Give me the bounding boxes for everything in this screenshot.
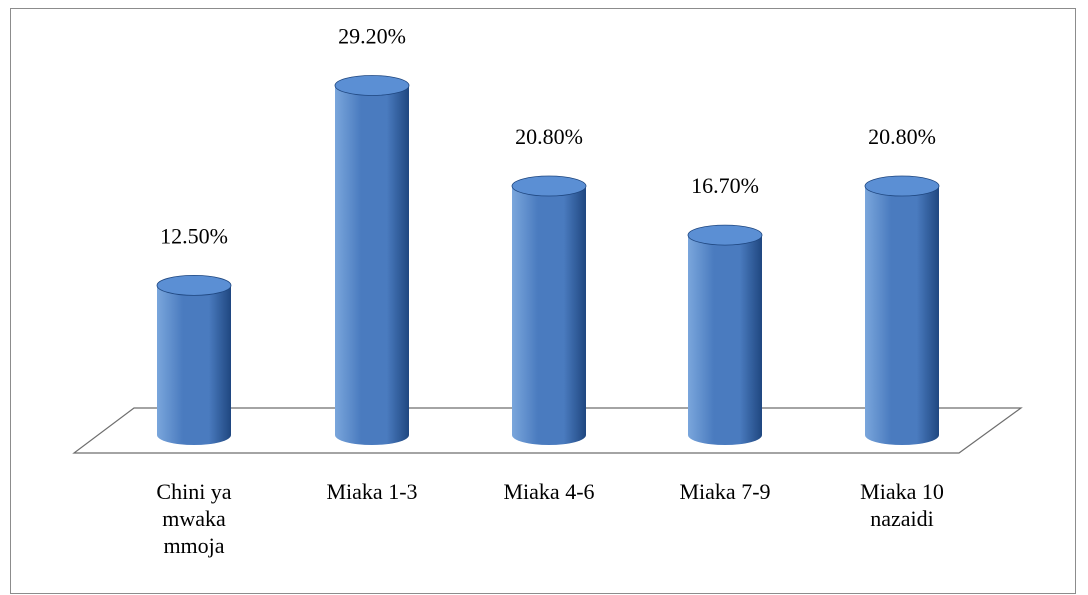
x-tick-label: Chini ya: [156, 479, 231, 504]
chart-frame: 12.50% 29.20% 20.80% 16.70% 20.80% Chini ya m…: [10, 8, 1076, 594]
data-label: 16.70%: [691, 173, 759, 198]
x-tick-label: nazaidi: [870, 506, 934, 531]
bar-top: [511, 175, 587, 197]
bars-layer: [156, 75, 940, 446]
bar: [511, 175, 587, 446]
x-tick-label: mwaka: [162, 506, 226, 531]
data-label: 20.80%: [515, 124, 583, 149]
x-tick-label: Miaka 4-6: [503, 479, 594, 504]
labels-layer: 12.50% 29.20% 20.80% 16.70% 20.80%: [160, 23, 936, 248]
bar-top: [334, 75, 410, 96]
bar-body: [335, 85, 409, 445]
bar-body: [688, 235, 762, 445]
data-label: 29.20%: [338, 23, 406, 48]
bar-top: [687, 224, 763, 246]
bar-top: [156, 274, 232, 296]
bar: [864, 175, 940, 446]
bar-body: [157, 285, 231, 445]
bar: [334, 75, 410, 445]
bar: [156, 274, 232, 445]
bar-chart: 12.50%29.20%20.80%16.70%20.80% Chini yam…: [72, 23, 1023, 558]
x-tick-label: Miaka 10: [860, 479, 944, 504]
data-label: 20.80%: [868, 124, 936, 149]
x-tick-label: Miaka 7-9: [679, 479, 770, 504]
x-tick-label: Miaka 1-3: [326, 479, 417, 504]
bar-body: [865, 186, 939, 446]
bar: [687, 224, 763, 445]
bar-body: [512, 186, 586, 446]
x-tick-label: mmoja: [163, 533, 224, 558]
data-label: 12.50%: [160, 223, 228, 248]
bar-top: [864, 175, 940, 197]
